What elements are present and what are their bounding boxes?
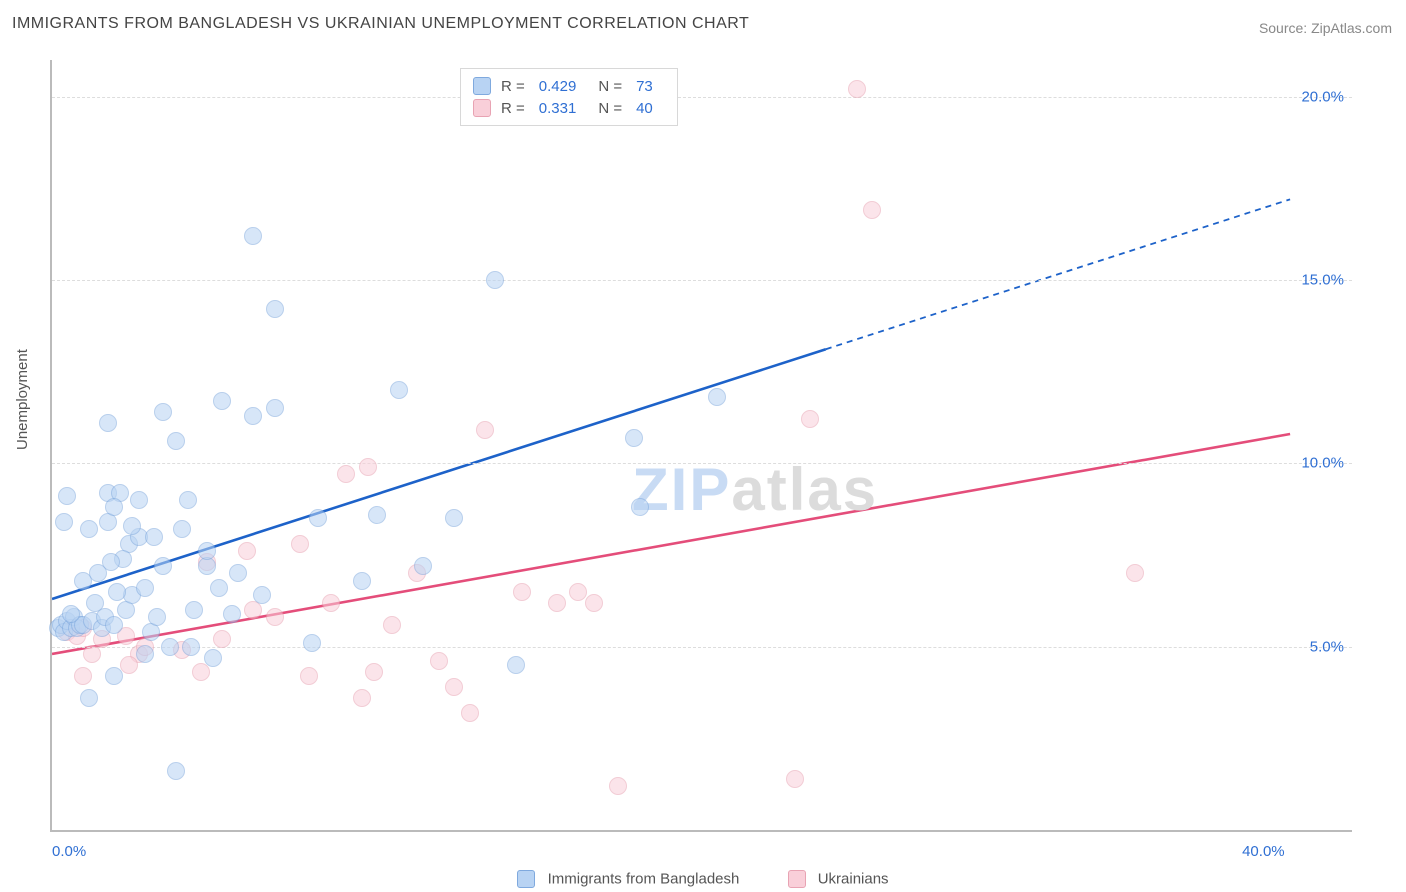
r-label: R = <box>501 100 525 117</box>
swatch-icon <box>473 99 491 117</box>
n-label: N = <box>598 78 622 95</box>
chart-title: IMMIGRANTS FROM BANGLADESH VS UKRAINIAN … <box>12 15 749 33</box>
gridline <box>52 463 1352 464</box>
data-point-blue <box>136 645 154 663</box>
n-value: 73 <box>636 78 653 95</box>
data-point-pink <box>848 80 866 98</box>
data-point-blue <box>198 542 216 560</box>
data-point-blue <box>229 564 247 582</box>
data-point-pink <box>548 594 566 612</box>
data-point-blue <box>223 605 241 623</box>
data-point-blue <box>353 572 371 590</box>
data-point-blue <box>62 605 80 623</box>
series-legend: Immigrants from Bangladesh Ukrainians <box>0 870 1406 888</box>
gridline <box>52 97 1352 98</box>
data-point-blue <box>182 638 200 656</box>
data-point-blue <box>136 579 154 597</box>
data-point-blue <box>303 634 321 652</box>
legend-row: R = 0.331 N = 40 <box>473 97 665 119</box>
data-point-pink <box>291 535 309 553</box>
r-label: R = <box>501 78 525 95</box>
data-point-pink <box>353 689 371 707</box>
data-point-pink <box>300 667 318 685</box>
data-point-pink <box>786 770 804 788</box>
data-point-pink <box>461 704 479 722</box>
data-point-pink <box>74 667 92 685</box>
data-point-blue <box>105 616 123 634</box>
y-tick-label: 10.0% <box>1301 455 1344 472</box>
gridline <box>52 280 1352 281</box>
trend-lines <box>52 60 1352 830</box>
x-tick-label: 40.0% <box>1242 843 1285 860</box>
data-point-blue <box>130 491 148 509</box>
r-value: 0.331 <box>539 100 577 117</box>
legend-label-pink: Ukrainians <box>818 871 889 888</box>
x-tick-label: 0.0% <box>52 843 86 860</box>
n-value: 40 <box>636 100 653 117</box>
swatch-blue <box>517 870 535 888</box>
legend-row: R = 0.429 N = 73 <box>473 75 665 97</box>
source-label: Source: ZipAtlas.com <box>1259 20 1392 36</box>
y-tick-label: 15.0% <box>1301 272 1344 289</box>
data-point-pink <box>359 458 377 476</box>
data-point-blue <box>161 638 179 656</box>
plot-area: ZIPatlas 5.0%10.0%15.0%20.0%0.0%40.0% <box>50 60 1352 832</box>
gridline <box>52 647 1352 648</box>
data-point-blue <box>486 271 504 289</box>
swatch-icon <box>473 77 491 95</box>
y-tick-label: 5.0% <box>1310 638 1344 655</box>
data-point-blue <box>368 506 386 524</box>
swatch-pink <box>788 870 806 888</box>
n-label: N = <box>598 100 622 117</box>
data-point-pink <box>322 594 340 612</box>
r-value: 0.429 <box>539 78 577 95</box>
data-point-blue <box>390 381 408 399</box>
data-point-pink <box>569 583 587 601</box>
legend-label-blue: Immigrants from Bangladesh <box>548 871 740 888</box>
y-tick-label: 20.0% <box>1301 88 1344 105</box>
y-axis-label: Unemployment <box>14 349 31 450</box>
data-point-blue <box>625 429 643 447</box>
data-point-blue <box>108 583 126 601</box>
data-point-pink <box>585 594 603 612</box>
data-point-blue <box>244 407 262 425</box>
data-point-blue <box>99 414 117 432</box>
data-point-blue <box>204 649 222 667</box>
data-point-blue <box>145 528 163 546</box>
legend-item-blue: Immigrants from Bangladesh <box>517 870 739 888</box>
legend-item-pink: Ukrainians <box>788 870 889 888</box>
data-point-blue <box>105 667 123 685</box>
data-point-pink <box>192 663 210 681</box>
correlation-legend: R = 0.429 N = 73 R = 0.331 N = 40 <box>460 68 678 126</box>
chart-container: IMMIGRANTS FROM BANGLADESH VS UKRAINIAN … <box>0 0 1406 892</box>
